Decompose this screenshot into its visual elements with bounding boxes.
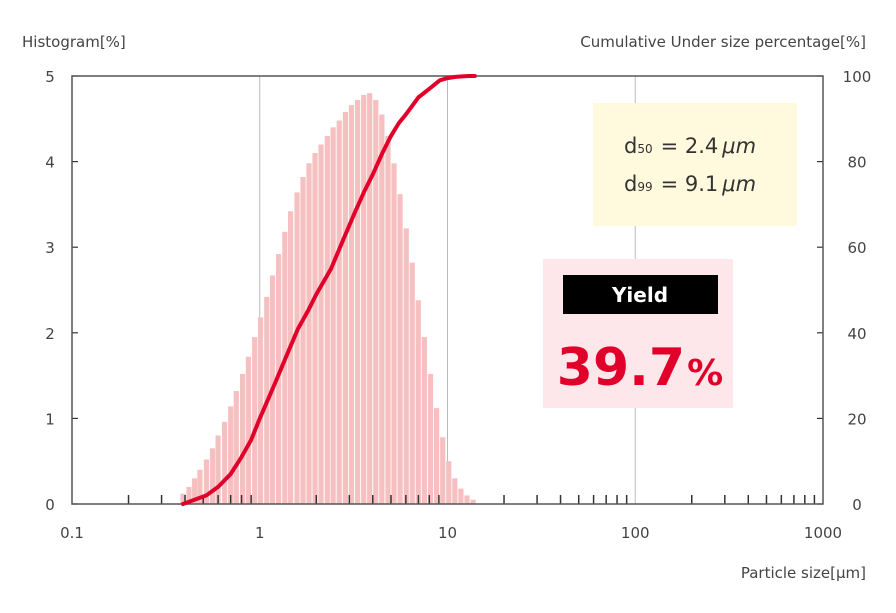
histogram-bar <box>222 421 228 504</box>
histogram-bar <box>446 461 452 504</box>
histogram-bar <box>427 373 434 504</box>
yield-label: Yield <box>611 283 668 307</box>
histogram-bar <box>186 486 192 504</box>
x-tick-label: 10 <box>438 524 457 542</box>
histogram-bar <box>192 478 198 504</box>
histogram-bar <box>452 478 458 504</box>
histogram-bar <box>342 111 349 505</box>
histogram-bar <box>440 437 446 504</box>
d50-annotation: d50 = 2.4 μm <box>624 134 756 158</box>
yield-value: 39.7% <box>557 338 723 398</box>
d99-annotation: d99 = 9.1 μm <box>624 172 756 196</box>
x-tick-label: 100 <box>621 524 650 542</box>
histogram-bar <box>282 231 288 505</box>
y-right-tick-label: 60 <box>847 239 866 257</box>
right-tick-labels: 0 20 40 60 80 100 <box>843 68 872 514</box>
y-left-tick-label: 2 <box>45 325 55 343</box>
histogram-bar <box>464 495 470 504</box>
histogram-bar <box>239 373 246 504</box>
y-right-tick-label: 80 <box>847 154 866 172</box>
histogram-bar <box>409 262 415 504</box>
histogram-bar <box>245 356 251 504</box>
histogram-bar <box>403 228 409 505</box>
d-values-box: d50 = 2.4 μm d99 = 9.1 μm <box>593 103 797 226</box>
histogram-bar <box>330 127 336 505</box>
cumulative-curve <box>181 74 477 506</box>
histogram-bar <box>385 135 391 505</box>
histogram-bar <box>367 93 373 505</box>
histogram-bar <box>373 99 379 504</box>
d-values-box-bg <box>593 103 797 226</box>
histogram-bar <box>228 406 234 504</box>
histogram-bar <box>379 114 385 505</box>
histogram-bar <box>300 177 306 504</box>
histogram-bars <box>180 93 476 505</box>
histogram-bar <box>252 337 258 504</box>
histogram-bar <box>415 300 421 504</box>
minor-ticks <box>72 75 823 505</box>
histogram-bar <box>180 493 186 504</box>
histogram-bar <box>233 391 239 504</box>
histogram-bar <box>348 105 355 504</box>
histogram-bar <box>470 499 476 504</box>
x-tick-label: 1000 <box>804 524 842 542</box>
histogram-bar <box>197 469 203 504</box>
histogram-bar <box>288 211 294 505</box>
plot-frame <box>71 75 824 505</box>
histogram-bar <box>215 435 221 504</box>
y-right-tick-label: 20 <box>847 410 866 428</box>
histogram-bar <box>336 120 342 505</box>
histogram-bar <box>354 99 361 504</box>
histogram-bar <box>318 144 324 505</box>
histogram-bar <box>324 135 330 505</box>
histogram-bar <box>391 163 397 504</box>
left-tick-labels: 0 1 2 3 4 5 <box>45 68 55 514</box>
y-right-tick-label: 0 <box>852 496 862 514</box>
histogram-bar <box>257 317 264 504</box>
y-left-tick-label: 0 <box>45 496 55 514</box>
yield-label-bg <box>563 275 718 314</box>
histogram-bar <box>312 153 318 505</box>
histogram-bar <box>209 448 216 504</box>
histogram-bar <box>458 488 464 504</box>
histogram-bar <box>421 337 427 504</box>
yield-box: Yield 39.7% <box>543 259 733 408</box>
histogram-bar <box>294 192 300 504</box>
y-right-tick-label: 40 <box>847 325 866 343</box>
x-tick-label: 0.1 <box>60 524 84 542</box>
x-tick-labels: 0.1 1 10 100 1000 <box>60 524 842 542</box>
histogram-bar <box>397 194 403 505</box>
histogram-bar <box>306 163 312 504</box>
y-left-tick-label: 3 <box>45 239 55 257</box>
y-left-tick-label: 4 <box>45 154 55 172</box>
y-right-tick-label: 100 <box>843 68 872 86</box>
histogram-bar <box>434 408 440 504</box>
histogram-bar <box>203 459 210 504</box>
right-axis-title: Cumulative Under size percentage[%] <box>580 33 866 51</box>
x-tick-label: 1 <box>255 524 265 542</box>
y-left-tick-label: 5 <box>45 68 55 86</box>
left-axis-title: Histogram[%] <box>22 33 126 51</box>
x-axis-title: Particle size[μm] <box>741 564 866 582</box>
y-left-tick-label: 1 <box>45 410 55 428</box>
histogram-bar <box>361 94 367 504</box>
